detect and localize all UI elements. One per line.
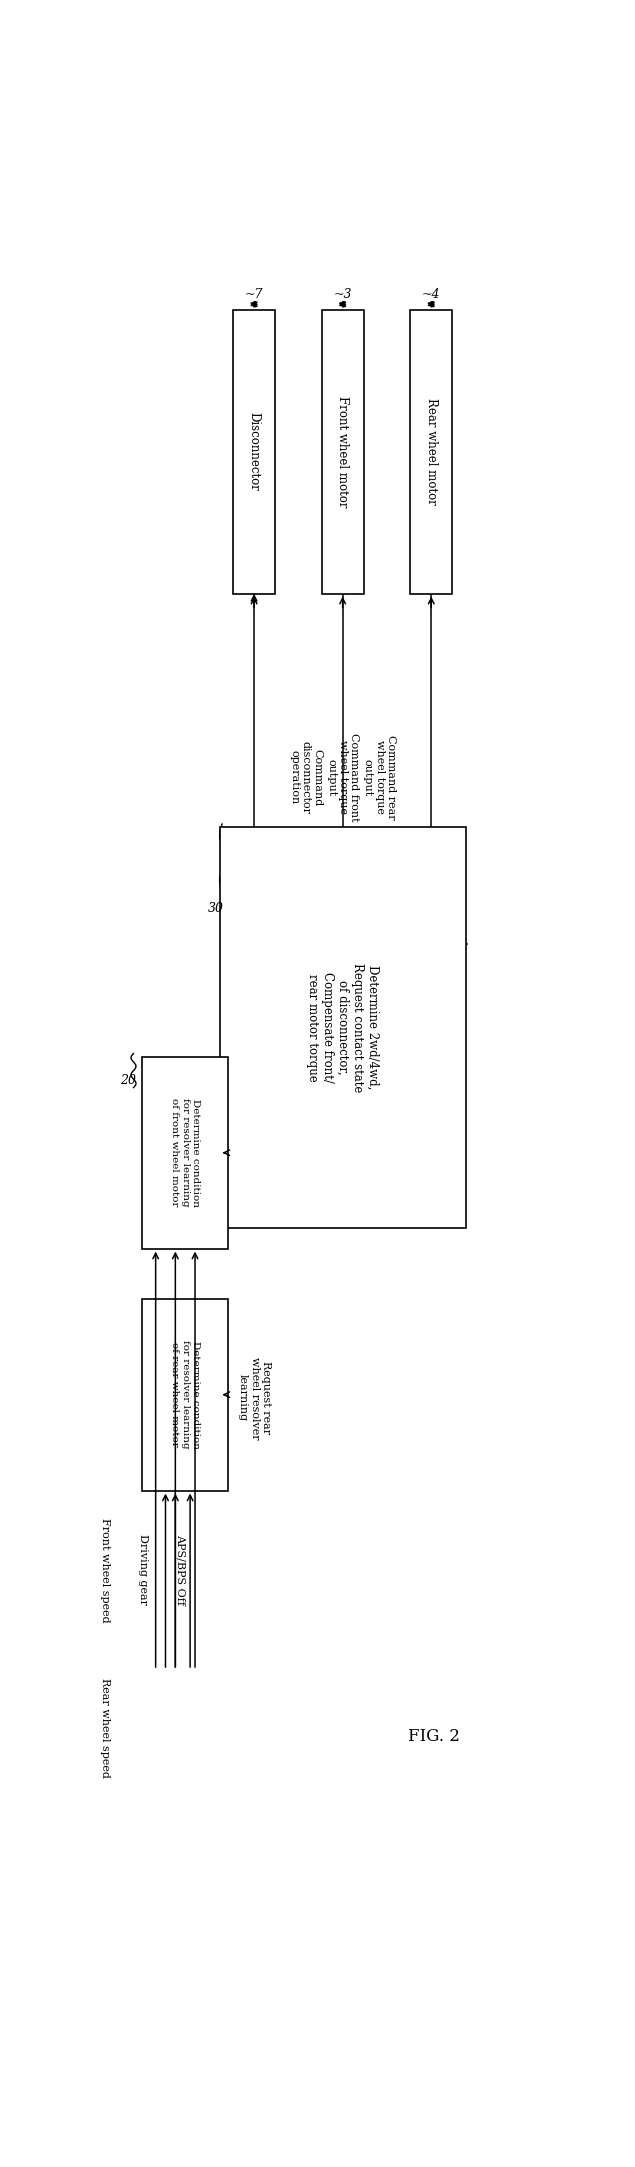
Bar bbox=[410, 310, 452, 594]
Text: Command front
wheel torque
output: Command front wheel torque output bbox=[326, 732, 359, 821]
Text: FIG. 2: FIG. 2 bbox=[408, 1729, 460, 1744]
Text: Disconnector: Disconnector bbox=[248, 412, 260, 492]
Bar bbox=[142, 1057, 228, 1248]
Bar bbox=[220, 828, 465, 1229]
Text: 20: 20 bbox=[119, 1075, 136, 1088]
Bar bbox=[142, 1298, 228, 1491]
Text: Determine condition
for resolver learning
of rear wheel motor: Determine condition for resolver learnin… bbox=[170, 1341, 200, 1450]
Text: Front wheel speed: Front wheel speed bbox=[100, 1517, 110, 1623]
Text: 30: 30 bbox=[208, 901, 224, 914]
Text: Command rear
wheel torque
output: Command rear wheel torque output bbox=[363, 735, 396, 819]
Text: APS/BPS Off: APS/BPS Off bbox=[175, 1534, 185, 1606]
Text: Determine condition
for resolver learning
of front wheel motor: Determine condition for resolver learnin… bbox=[170, 1099, 200, 1207]
Text: Request rear
wheel resolver
learning: Request rear wheel resolver learning bbox=[238, 1357, 271, 1439]
Text: ~4: ~4 bbox=[422, 288, 441, 301]
Text: Request front
wheel resolver
learning: Request front wheel resolver learning bbox=[238, 1114, 271, 1198]
Text: ~3: ~3 bbox=[333, 288, 352, 301]
Text: Driving gear: Driving gear bbox=[138, 1534, 149, 1606]
Bar bbox=[233, 310, 275, 594]
Text: Rear wheel motor: Rear wheel motor bbox=[425, 399, 438, 505]
Text: Front wheel motor: Front wheel motor bbox=[336, 397, 349, 507]
Text: Command
disconnector
operation: Command disconnector operation bbox=[289, 741, 323, 815]
Text: ~7: ~7 bbox=[245, 288, 264, 301]
Text: Determine 2wd/4wd,
Request contact state
of disconnector,
Compensate front/
rear: Determine 2wd/4wd, Request contact state… bbox=[306, 962, 379, 1092]
Bar bbox=[322, 310, 364, 594]
Text: Rear wheel speed: Rear wheel speed bbox=[100, 1679, 110, 1779]
